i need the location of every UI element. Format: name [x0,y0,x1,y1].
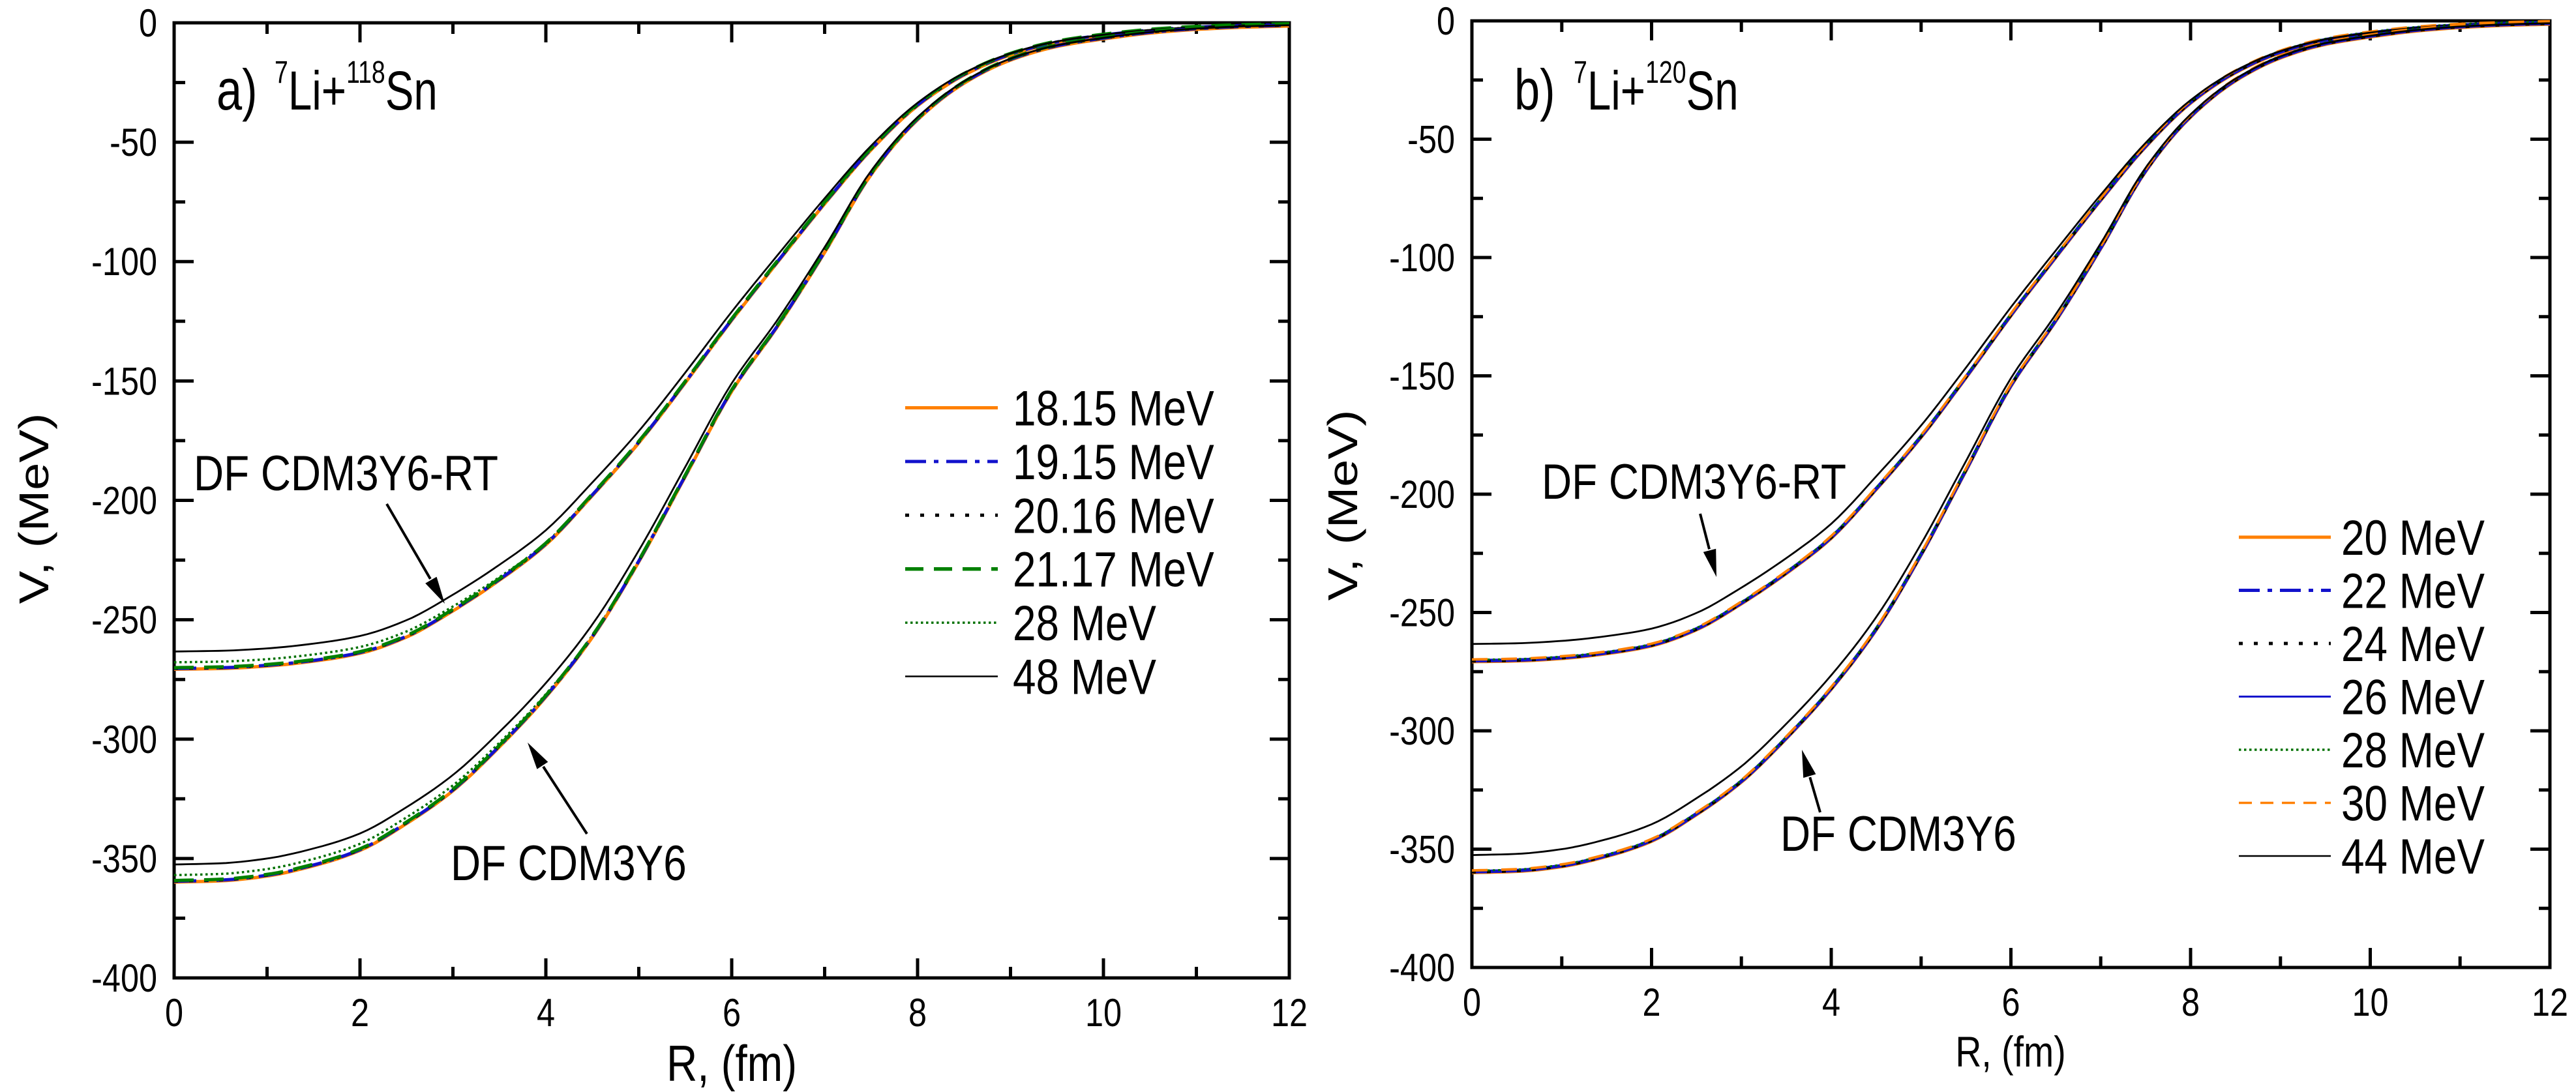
svg-text:10: 10 [1085,991,1122,1035]
svg-text:V, (MeV): V, (MeV) [10,413,57,604]
svg-text:-350: -350 [91,837,157,881]
svg-text:DF CDM3Y6: DF CDM3Y6 [451,835,687,891]
svg-text:-300: -300 [1389,709,1455,753]
svg-text:R, (fm): R, (fm) [1955,1027,2065,1076]
svg-text:2: 2 [1642,981,1660,1024]
svg-text:-100: -100 [91,240,157,284]
svg-text:-250: -250 [91,598,157,642]
svg-text:-250: -250 [1389,591,1455,634]
svg-text:0: 0 [1437,0,1455,43]
svg-text:DF CDM3Y6: DF CDM3Y6 [1780,806,2016,862]
svg-text:30 MeV: 30 MeV [2341,775,2485,831]
svg-text:DF CDM3Y6-RT: DF CDM3Y6-RT [1542,454,1846,510]
svg-text:8: 8 [908,991,927,1035]
svg-text:-50: -50 [1407,117,1455,161]
svg-text:48 MeV: 48 MeV [1013,649,1156,705]
svg-text:V, (MeV): V, (MeV) [1319,410,1366,601]
svg-text:22 MeV: 22 MeV [2341,563,2485,619]
svg-text:28 MeV: 28 MeV [1013,595,1156,651]
svg-text:0: 0 [165,991,183,1035]
svg-text:19.15 MeV: 19.15 MeV [1013,434,1214,490]
svg-text:-200: -200 [91,479,157,522]
svg-text:b): b) [1514,57,1555,121]
svg-text:21.17 MeV: 21.17 MeV [1013,541,1214,597]
svg-text:a): a) [217,57,258,121]
svg-text:12: 12 [1271,991,1308,1035]
svg-text:28 MeV: 28 MeV [2341,722,2485,778]
svg-text:7Li+118Sn: 7Li+118Sn [275,55,438,121]
svg-text:24 MeV: 24 MeV [2341,616,2485,672]
svg-text:-100: -100 [1389,236,1455,280]
svg-text:-50: -50 [110,121,157,164]
svg-text:-150: -150 [91,359,157,403]
svg-text:-150: -150 [1389,354,1455,398]
svg-text:20.16 MeV: 20.16 MeV [1013,488,1214,544]
svg-text:12: 12 [2532,981,2568,1024]
svg-text:-400: -400 [91,956,157,1000]
svg-text:6: 6 [2001,981,2020,1024]
svg-text:26 MeV: 26 MeV [2341,669,2485,725]
svg-text:2: 2 [351,991,369,1035]
svg-text:6: 6 [723,991,741,1035]
svg-text:10: 10 [2352,981,2388,1024]
svg-text:4: 4 [1822,981,1840,1024]
svg-text:R, (fm): R, (fm) [666,1036,797,1092]
svg-text:-300: -300 [91,718,157,761]
svg-text:7Li+120Sn: 7Li+120Sn [1574,55,1739,121]
svg-text:DF CDM3Y6-RT: DF CDM3Y6-RT [194,445,498,501]
svg-text:4: 4 [537,991,555,1035]
svg-text:18.15 MeV: 18.15 MeV [1013,380,1214,436]
svg-text:-200: -200 [1389,473,1455,516]
svg-text:8: 8 [2181,981,2200,1024]
svg-text:20 MeV: 20 MeV [2341,510,2485,566]
svg-text:-400: -400 [1389,946,1455,990]
svg-text:0: 0 [139,1,157,45]
svg-text:44 MeV: 44 MeV [2341,829,2485,885]
svg-text:0: 0 [1463,981,1481,1024]
svg-text:-350: -350 [1389,827,1455,871]
